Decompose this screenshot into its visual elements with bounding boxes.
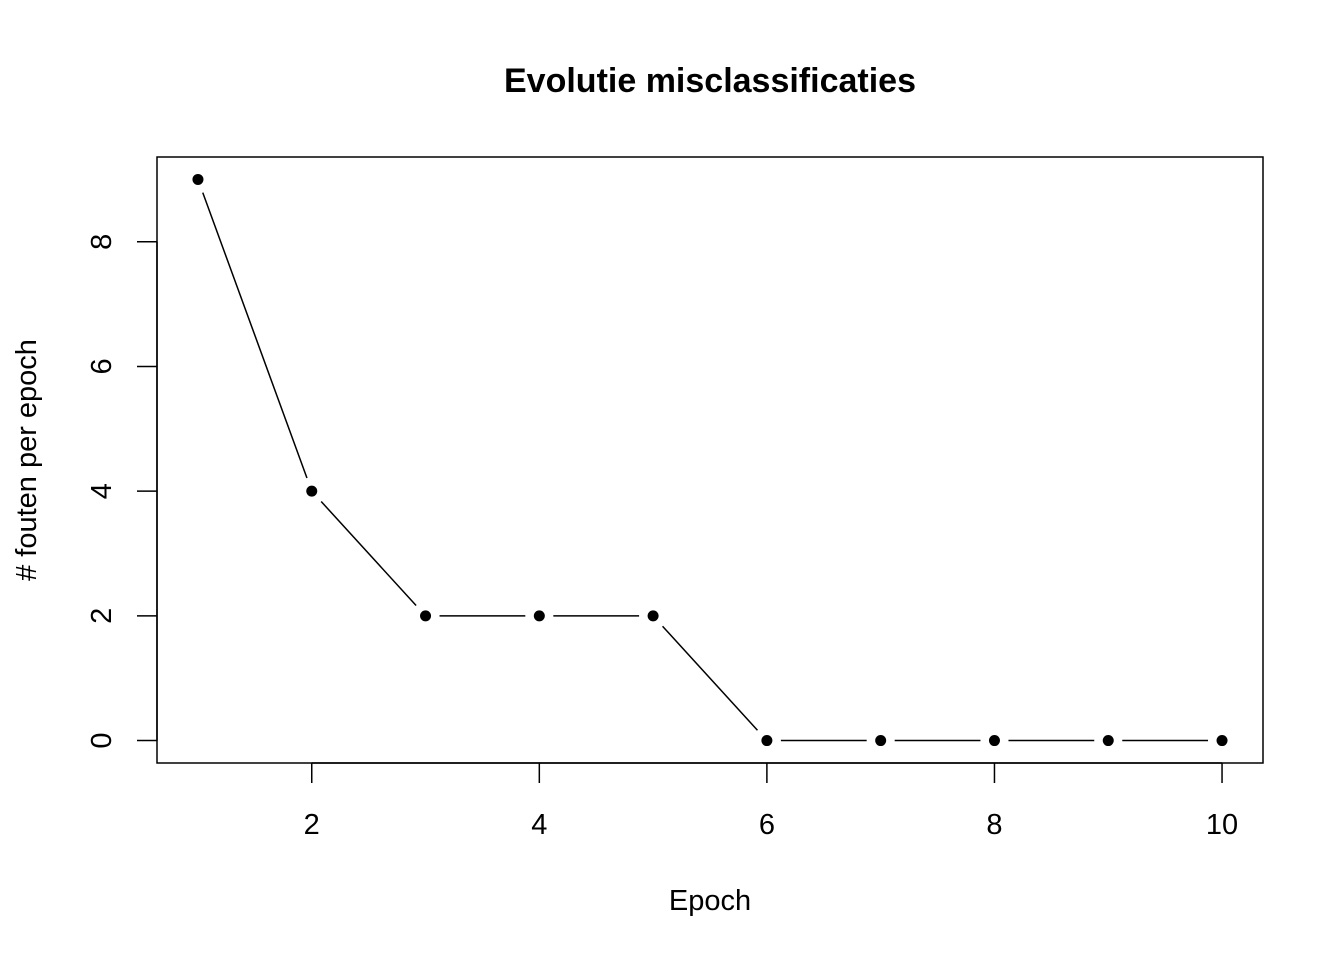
y-tick-label: 6 <box>86 358 118 374</box>
series-segment <box>202 192 308 479</box>
data-point <box>1216 735 1228 747</box>
x-axis: 2 4 6 8 10 <box>304 762 1238 841</box>
x-axis-label: Epoch <box>669 885 751 917</box>
y-tick-label: 0 <box>86 732 118 748</box>
x-tick-label: 8 <box>986 809 1002 841</box>
x-tick-label: 10 <box>1206 809 1238 841</box>
series-line <box>202 192 1209 742</box>
x-tick-label: 6 <box>759 809 775 841</box>
data-point <box>420 610 432 622</box>
data-point <box>306 485 318 497</box>
series-segment <box>661 625 759 731</box>
y-tick-label: 8 <box>86 234 118 250</box>
chart-title: Evolutie misclassificaties <box>504 62 916 100</box>
series-segment <box>320 501 417 607</box>
y-tick-label: 2 <box>86 608 118 624</box>
data-point <box>988 735 1000 747</box>
y-axis: 0 2 4 6 8 <box>86 234 158 749</box>
data-point <box>192 173 204 185</box>
data-point <box>875 735 887 747</box>
data-point <box>533 610 545 622</box>
data-point <box>647 610 659 622</box>
data-point <box>1102 735 1114 747</box>
x-tick-label: 2 <box>304 809 320 841</box>
y-axis-label: # fouten per epoch <box>11 339 43 581</box>
data-point <box>761 735 773 747</box>
x-tick-label: 4 <box>531 809 547 841</box>
series-points <box>192 173 1228 747</box>
y-tick-label: 4 <box>86 483 118 499</box>
